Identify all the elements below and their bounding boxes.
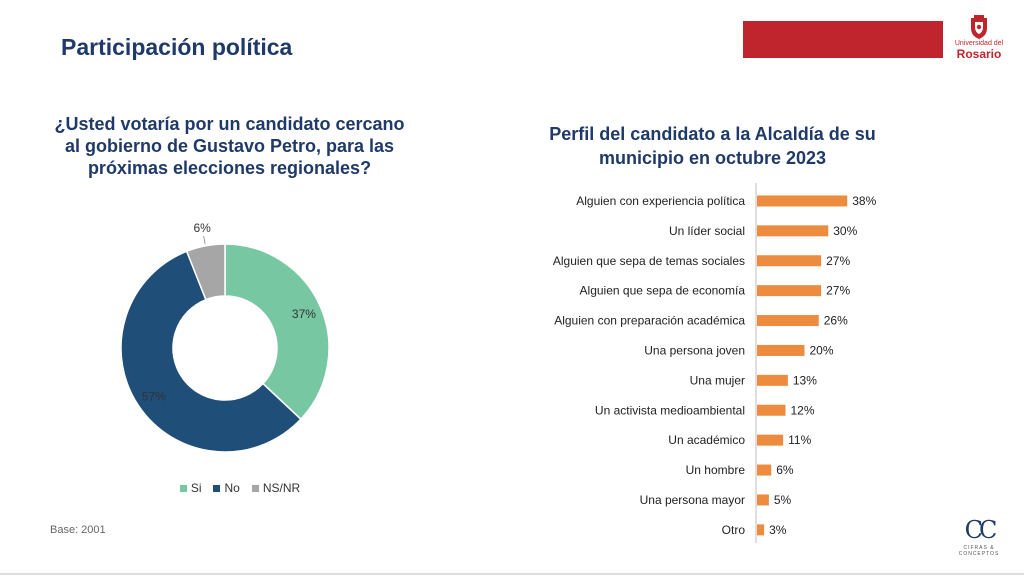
logo-line2: Rosario [956,47,1002,61]
logo-line1: Universidad del [954,40,1004,47]
bar [757,225,829,237]
bar-chart-title: Perfil del candidato a la Alcaldía de su… [549,124,876,168]
bar [757,524,765,536]
footer-divider [0,573,1024,575]
bar-category-label: Un líder social [669,224,745,238]
bar [757,344,805,356]
bar-value-label: 11% [788,433,811,447]
bar-value-label: 13% [793,373,817,387]
bar [757,195,848,207]
bar-value-label: 5% [774,493,792,507]
bar-category-label: Una mujer [690,373,745,387]
donut-label-no: 57% [142,389,166,403]
legend-item-nsnr: NS/NR [251,481,301,495]
donut-slice-nsnr [185,243,226,301]
bar-category-label: Alguien con preparación académica [554,314,745,328]
bar-category-label: Una persona mayor [640,493,745,507]
legend-label-no: No [224,481,240,495]
donut-chart: 37% 57% 6% [120,221,330,453]
bar-chart: Alguien con experiencia política 38% Un lí… [553,183,877,543]
university-logo: Universidad del Rosario [952,14,1006,70]
donut-slice-si [224,243,330,421]
bar [757,434,784,446]
donut-leader-nsnr [203,235,206,244]
donut-label-si: 37% [292,307,316,321]
base-note: Base: 2001 [50,524,106,536]
legend-label-si: Si [190,481,202,495]
bar-category-label: Un hombre [686,463,746,477]
bar-value-label: 26% [824,314,848,328]
bar-category-label: Un académico [668,433,745,447]
bar [757,315,819,327]
bar [757,464,772,476]
bar [757,404,786,416]
bar [757,374,788,386]
bar-value-label: 6% [776,463,794,477]
bar-value-label: 27% [826,284,850,298]
bar-value-label: 12% [791,403,815,417]
legend-swatch-no [213,484,221,492]
bar-category-label: Una persona joven [644,343,745,357]
legend-label-nsnr: NS/NR [262,481,301,495]
legend-item-si: Si [179,481,202,495]
logo-subtext: CIFRAS & CONCEPTOS [958,545,1000,557]
bar [757,285,822,297]
page-title: Participación política [61,34,293,60]
bar-category-label: Alguien que sepa de economía [580,284,746,298]
bar-value-label: 3% [769,523,787,537]
donut-chart-title: ¿Usted votaría por un candidato cercano … [54,114,405,178]
university-crest-icon [971,15,987,39]
bar-value-label: 27% [826,254,850,268]
donut-label-nsnr: 6% [193,221,211,235]
logo-monogram: CC [964,516,998,544]
bar-category-label: Alguien que sepa de temas sociales [553,254,745,268]
header-accent-bar [743,21,943,58]
bar-category-label: Alguien con experiencia política [576,194,745,208]
legend-swatch-nsnr [251,484,259,492]
legend-swatch-si [179,484,187,492]
bar-category-label: Otro [722,523,746,537]
bar-value-label: 30% [833,224,857,238]
bar-category-label: Un activista medioambiental [595,403,745,417]
bar-value-label: 38% [852,194,876,208]
bar [757,255,822,267]
bar [757,494,769,506]
legend-item-no: No [213,481,240,495]
donut-legend: Si No NS/NR [140,481,340,495]
cifras-conceptos-logo: CC CIFRAS & CONCEPTOS [944,515,1014,565]
bar-value-label: 20% [810,343,834,357]
donut-slice-no [120,250,302,453]
